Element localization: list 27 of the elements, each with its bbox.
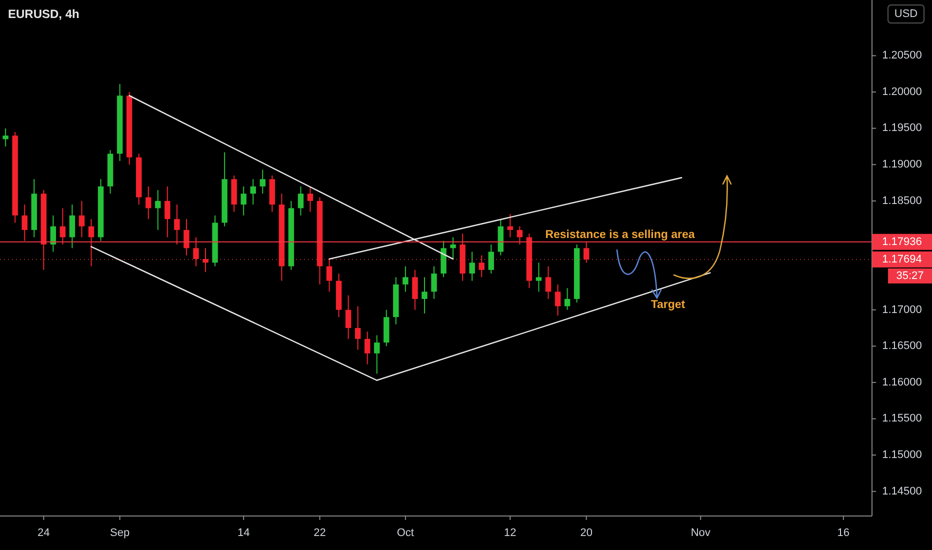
x-tick-label: 16 — [837, 526, 850, 539]
x-tick-label: 14 — [237, 526, 250, 539]
y-tick-label: 1.15000 — [882, 448, 922, 461]
annotation: Resistance is a selling area — [545, 229, 696, 242]
x-tick-label: Nov — [690, 526, 711, 539]
y-tick-label: 1.17000 — [882, 304, 922, 316]
ref-line-label: 1.17936 — [882, 236, 922, 248]
y-tick-label: 1.16500 — [882, 340, 922, 352]
y-tick-label: 1.16000 — [882, 376, 922, 388]
x-tick-label: Sep — [110, 526, 130, 539]
text: USD — [894, 8, 918, 20]
text: 35:27 — [896, 270, 924, 282]
y-tick-label: 1.15500 — [882, 412, 922, 425]
y-tick-label: 1.14500 — [882, 485, 922, 498]
y-tick-label: 1.20000 — [882, 86, 922, 98]
text: EURUSD, 4h — [8, 7, 80, 22]
x-tick-label: 24 — [38, 526, 50, 539]
x-tick-label: 22 — [314, 526, 326, 539]
x-tick-label: Oct — [396, 526, 414, 539]
ref-line-label: 1.17694 — [882, 253, 922, 266]
y-tick-label: 1.20500 — [882, 50, 922, 62]
y-tick-label: 1.19500 — [882, 122, 922, 134]
x-tick-label: 20 — [580, 526, 592, 539]
y-tick-label: 1.18500 — [882, 194, 922, 207]
annotation: Target — [650, 299, 686, 312]
x-tick-label: 12 — [504, 526, 516, 539]
y-tick-label: 1.19000 — [882, 158, 922, 171]
